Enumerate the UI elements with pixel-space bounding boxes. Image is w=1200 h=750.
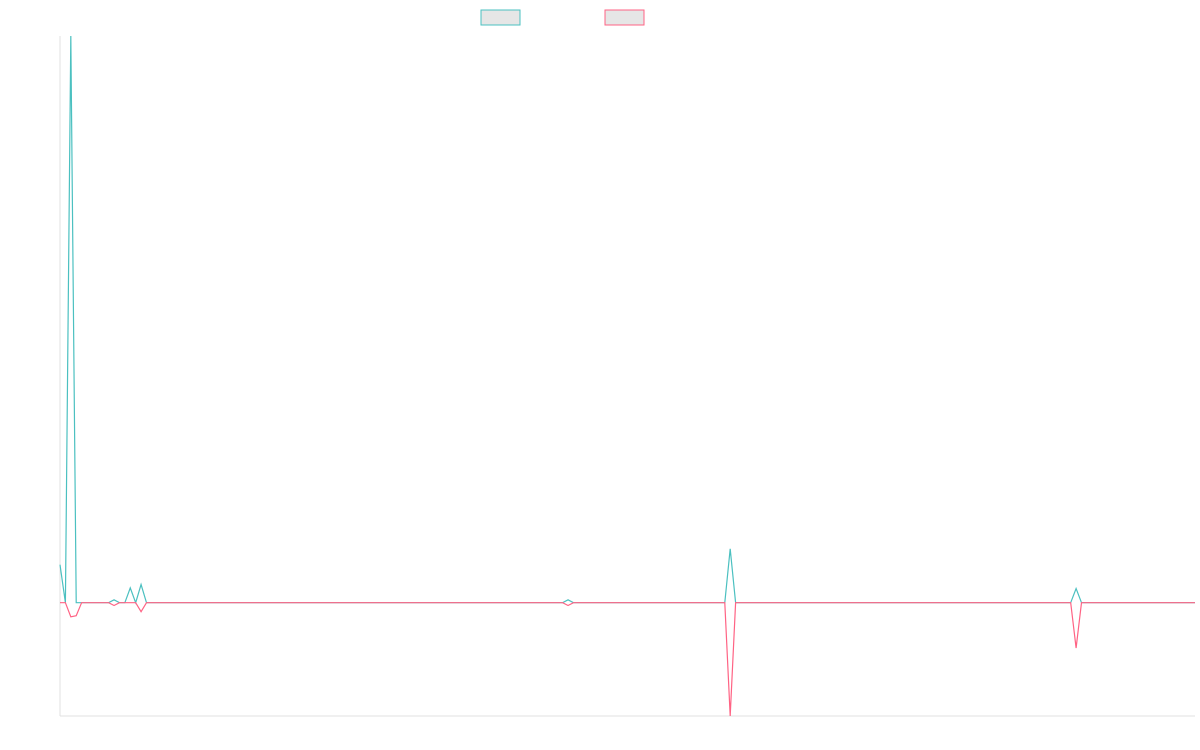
series-line [60,602,1195,717]
legend-swatch[interactable] [480,9,521,26]
series-line [59,35,1195,605]
legend-swatch[interactable] [604,9,645,26]
